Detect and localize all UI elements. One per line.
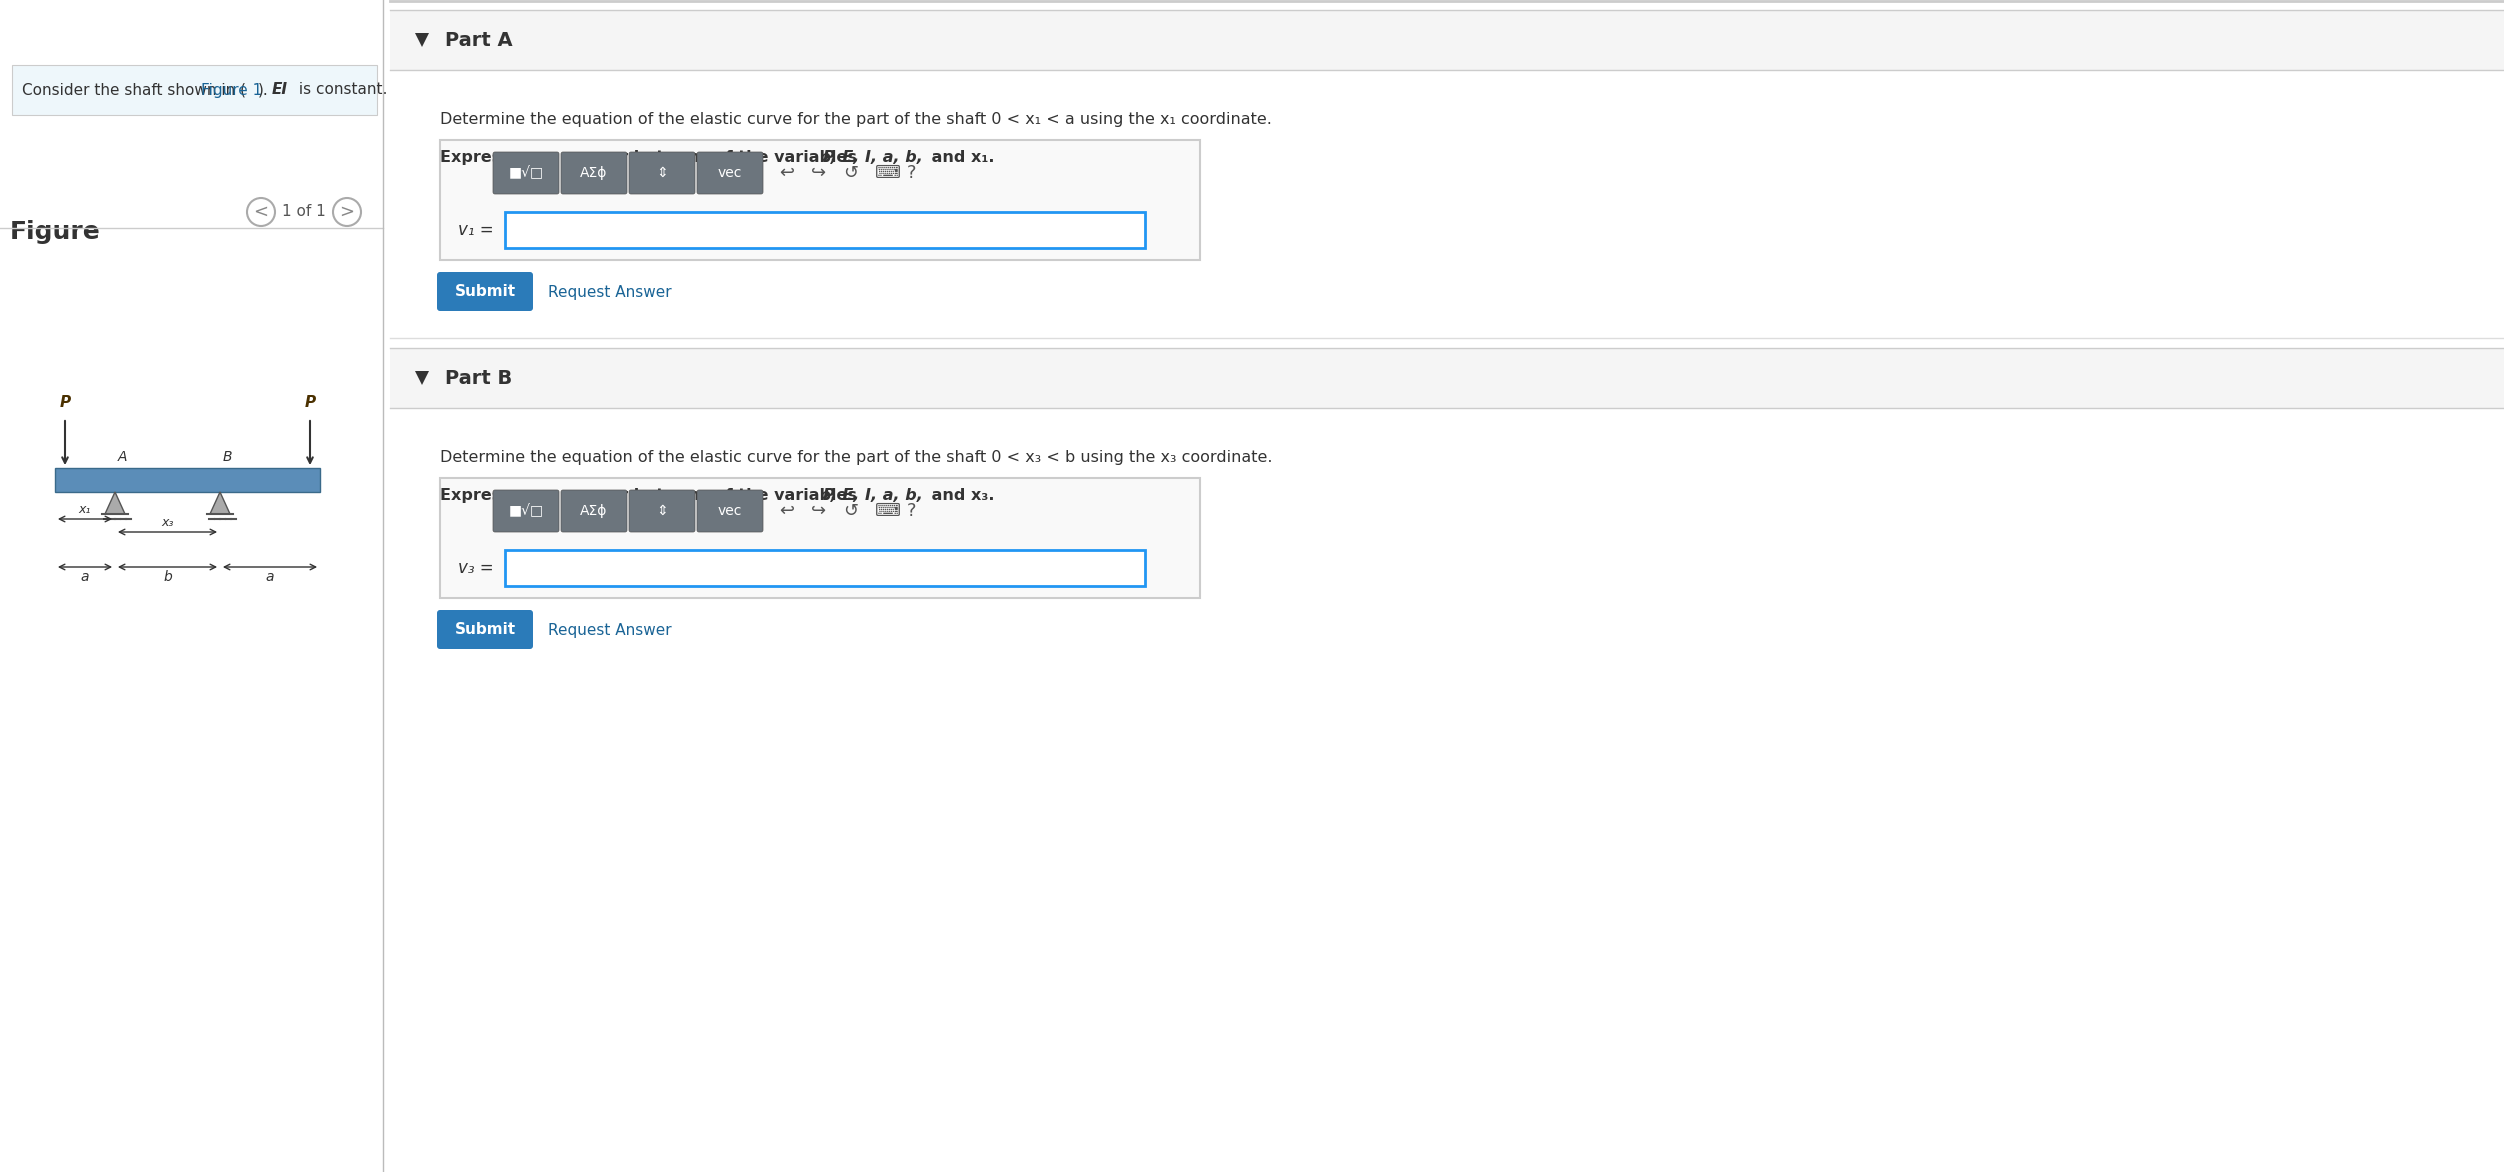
Text: Determine the equation of the elastic curve for the part of the shaft 0 < x₃ < b: Determine the equation of the elastic cu… bbox=[441, 450, 1272, 465]
Text: Figure 1: Figure 1 bbox=[200, 82, 263, 97]
Text: ↩: ↩ bbox=[779, 164, 794, 182]
FancyBboxPatch shape bbox=[493, 490, 558, 532]
Text: v₃ =: v₃ = bbox=[458, 559, 493, 577]
Text: x₁: x₁ bbox=[78, 503, 90, 516]
Bar bbox=[0, 0, 383, 1172]
Text: Submit: Submit bbox=[453, 622, 516, 638]
Text: ↪: ↪ bbox=[811, 502, 826, 520]
FancyBboxPatch shape bbox=[561, 490, 626, 532]
Text: Request Answer: Request Answer bbox=[548, 622, 671, 638]
Text: ?: ? bbox=[906, 164, 916, 182]
Text: ⇕: ⇕ bbox=[656, 166, 669, 180]
Text: ↺: ↺ bbox=[844, 502, 859, 520]
Text: 1 of 1: 1 of 1 bbox=[283, 204, 326, 219]
Text: Express your answer in terms of the variables: Express your answer in terms of the vari… bbox=[441, 150, 861, 165]
Text: ).: ). bbox=[258, 82, 268, 97]
Text: and x₃.: and x₃. bbox=[926, 488, 994, 503]
Text: Consider the shaft shown in (: Consider the shaft shown in ( bbox=[23, 82, 245, 97]
Text: <: < bbox=[253, 203, 268, 222]
Text: ⌨: ⌨ bbox=[874, 502, 901, 520]
Bar bbox=[506, 550, 1144, 586]
Text: A: A bbox=[118, 450, 128, 464]
Bar bbox=[55, 468, 321, 492]
Bar bbox=[506, 212, 1144, 248]
Text: ?: ? bbox=[906, 502, 916, 520]
FancyBboxPatch shape bbox=[438, 609, 533, 649]
Text: ↪: ↪ bbox=[811, 164, 826, 182]
Text: B: B bbox=[223, 450, 233, 464]
Text: P: P bbox=[305, 395, 316, 410]
Text: Express your answer in terms of the variables: Express your answer in terms of the vari… bbox=[441, 488, 861, 503]
FancyBboxPatch shape bbox=[696, 490, 764, 532]
Text: Submit: Submit bbox=[453, 285, 516, 300]
Polygon shape bbox=[416, 372, 428, 384]
Text: b: b bbox=[163, 570, 173, 584]
Text: AΣϕ: AΣϕ bbox=[581, 166, 608, 180]
Bar bbox=[391, 348, 2504, 408]
Bar bbox=[391, 11, 2504, 70]
FancyBboxPatch shape bbox=[561, 152, 626, 195]
Bar bbox=[441, 139, 1199, 260]
Text: x₃: x₃ bbox=[160, 516, 173, 529]
Bar bbox=[441, 478, 1199, 598]
Text: Request Answer: Request Answer bbox=[548, 285, 671, 300]
Text: P, E, I, a, b,: P, E, I, a, b, bbox=[824, 488, 924, 503]
Polygon shape bbox=[210, 492, 230, 515]
FancyBboxPatch shape bbox=[629, 490, 696, 532]
FancyBboxPatch shape bbox=[438, 272, 533, 311]
Text: >: > bbox=[341, 203, 356, 222]
Text: ⌨: ⌨ bbox=[874, 164, 901, 182]
Text: ⇕: ⇕ bbox=[656, 504, 669, 518]
Polygon shape bbox=[105, 492, 125, 515]
Text: is constant.: is constant. bbox=[293, 82, 388, 97]
Text: ■√□: ■√□ bbox=[508, 504, 543, 518]
Text: a: a bbox=[80, 570, 90, 584]
Bar bbox=[13, 64, 378, 115]
FancyBboxPatch shape bbox=[493, 152, 558, 195]
Text: AΣϕ: AΣϕ bbox=[581, 504, 608, 518]
Text: ↩: ↩ bbox=[779, 502, 794, 520]
Text: Figure: Figure bbox=[10, 220, 100, 244]
Text: Part A: Part A bbox=[446, 30, 513, 49]
Text: Part B: Part B bbox=[446, 368, 513, 388]
FancyBboxPatch shape bbox=[696, 152, 764, 195]
FancyBboxPatch shape bbox=[629, 152, 696, 195]
Text: P: P bbox=[60, 395, 70, 410]
Text: vec: vec bbox=[719, 166, 741, 180]
Polygon shape bbox=[416, 33, 428, 47]
Text: and x₁.: and x₁. bbox=[926, 150, 994, 165]
Text: ■√□: ■√□ bbox=[508, 166, 543, 180]
Text: P, E, I, a, b,: P, E, I, a, b, bbox=[824, 150, 924, 165]
Text: Determine the equation of the elastic curve for the part of the shaft 0 < x₁ < a: Determine the equation of the elastic cu… bbox=[441, 113, 1272, 127]
Text: a: a bbox=[265, 570, 275, 584]
Text: ↺: ↺ bbox=[844, 164, 859, 182]
Text: EI: EI bbox=[273, 82, 288, 97]
Text: vec: vec bbox=[719, 504, 741, 518]
Text: v₁ =: v₁ = bbox=[458, 222, 493, 239]
